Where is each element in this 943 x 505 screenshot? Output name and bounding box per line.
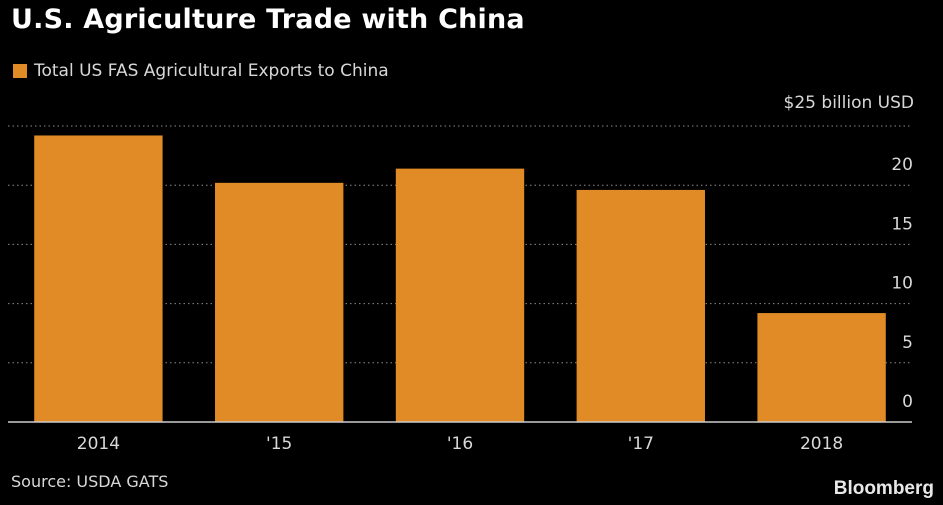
bar [215,182,344,422]
x-tick-label: '16 [447,434,473,454]
bar [395,168,525,422]
y-tick-label: 0 [902,392,913,412]
legend: Total US FAS Agricultural Exports to Chi… [13,61,389,81]
chart-title: U.S. Agriculture Trade with China [11,4,525,35]
x-tick-label: 2014 [77,434,120,454]
y-tick-label: 20 [891,155,913,175]
bar [576,189,705,422]
y-axis-unit-label: $25 billion USD [783,93,914,113]
bar [34,135,163,423]
legend-swatch [13,64,27,78]
x-tick-label: '17 [628,434,654,454]
bar [757,313,886,422]
y-tick-label: 5 [902,333,913,353]
x-tick-label: '15 [266,434,292,454]
y-tick-label: 15 [891,214,913,234]
x-tick-label: 2018 [800,434,843,454]
bloomberg-logo: Bloomberg [833,478,934,499]
legend-label: Total US FAS Agricultural Exports to Chi… [34,61,389,81]
y-tick-label: 10 [891,274,913,294]
source-note: Source: USDA GATS [11,472,169,491]
